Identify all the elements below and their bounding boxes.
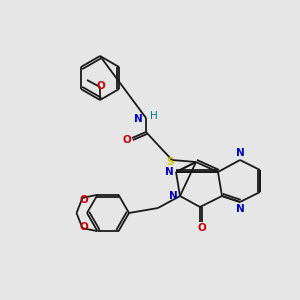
Text: O: O — [79, 195, 88, 205]
Text: O: O — [198, 223, 206, 233]
Text: N: N — [236, 148, 244, 158]
Text: O: O — [97, 81, 105, 91]
Text: N: N — [236, 204, 244, 214]
Text: S: S — [166, 157, 174, 167]
Text: H: H — [150, 111, 158, 121]
Text: N: N — [165, 167, 174, 177]
Text: N: N — [134, 114, 143, 124]
Text: O: O — [79, 222, 88, 232]
Text: N: N — [169, 191, 178, 201]
Text: O: O — [123, 135, 131, 145]
